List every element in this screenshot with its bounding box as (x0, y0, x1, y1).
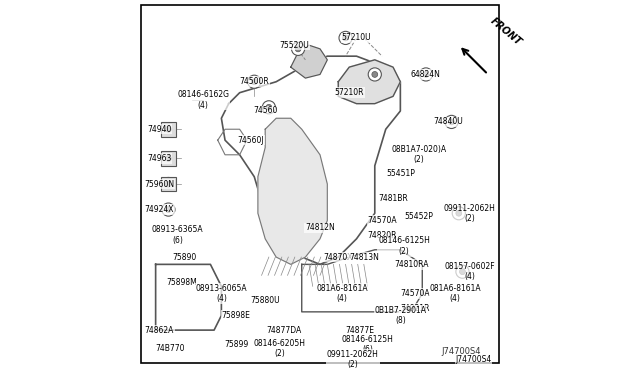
Text: 09911-2062H
(2): 09911-2062H (2) (444, 203, 496, 223)
Text: 74810RA: 74810RA (394, 260, 429, 269)
Text: 74560: 74560 (253, 106, 277, 115)
Text: 7481BR: 7481BR (378, 194, 408, 203)
Circle shape (372, 71, 378, 77)
Circle shape (423, 71, 429, 77)
Circle shape (266, 105, 272, 110)
Circle shape (166, 155, 172, 161)
Text: J74700S4: J74700S4 (441, 347, 481, 356)
Text: 09911-2062H
(2): 09911-2062H (2) (327, 350, 379, 369)
Circle shape (166, 181, 172, 187)
Circle shape (162, 152, 175, 165)
Text: 57210U: 57210U (342, 33, 371, 42)
Polygon shape (221, 56, 401, 264)
Circle shape (449, 119, 454, 125)
Circle shape (166, 126, 172, 132)
FancyBboxPatch shape (161, 151, 176, 166)
Text: 08157-0602F
(4): 08157-0602F (4) (444, 262, 495, 281)
Text: 74840U: 74840U (433, 118, 463, 126)
Text: 74820R: 74820R (367, 231, 397, 240)
Circle shape (162, 123, 175, 136)
FancyBboxPatch shape (161, 122, 176, 137)
Polygon shape (258, 118, 327, 264)
Text: 08146-6125H
(6): 08146-6125H (6) (342, 335, 394, 355)
Text: 74921R: 74921R (400, 304, 429, 313)
Text: 75898E: 75898E (221, 311, 250, 320)
Text: 08146-6162G
(4): 08146-6162G (4) (177, 90, 229, 110)
Circle shape (339, 31, 352, 45)
Text: 57210R: 57210R (335, 88, 364, 97)
Text: 08913-6065A
(4): 08913-6065A (4) (196, 284, 247, 303)
FancyBboxPatch shape (141, 5, 499, 363)
Text: 74870X: 74870X (323, 253, 353, 262)
Circle shape (342, 35, 349, 41)
Text: 74813N: 74813N (349, 253, 379, 262)
Text: 74570A: 74570A (367, 216, 397, 225)
Text: 74B770: 74B770 (156, 344, 185, 353)
Text: 74862A: 74862A (145, 326, 174, 335)
Text: 081A6-8161A
(4): 081A6-8161A (4) (316, 284, 368, 303)
Circle shape (452, 207, 465, 220)
Circle shape (456, 210, 461, 216)
Text: FRONT: FRONT (488, 16, 523, 47)
Polygon shape (301, 250, 422, 312)
Text: 75898M: 75898M (166, 278, 196, 287)
Text: 74812N: 74812N (305, 223, 335, 232)
Circle shape (166, 207, 172, 212)
FancyBboxPatch shape (161, 177, 176, 191)
Circle shape (162, 203, 175, 216)
Text: 0B1B7-2901A
(8): 0B1B7-2901A (8) (374, 306, 426, 325)
Text: 75899: 75899 (224, 340, 248, 349)
Polygon shape (339, 60, 401, 104)
Text: 74924X: 74924X (145, 205, 174, 214)
Circle shape (368, 68, 381, 81)
Text: 75880U: 75880U (250, 296, 280, 305)
Text: 55452P: 55452P (404, 212, 433, 221)
Text: 74570A: 74570A (400, 289, 430, 298)
Text: 55451P: 55451P (386, 169, 415, 177)
Circle shape (456, 265, 469, 278)
Text: 08B1A7-020)A
(2): 08B1A7-020)A (2) (391, 145, 446, 164)
Polygon shape (291, 45, 327, 78)
Text: 74877E: 74877E (346, 326, 374, 335)
Circle shape (460, 269, 465, 275)
Text: 08146-6205H
(2): 08146-6205H (2) (254, 339, 306, 358)
Circle shape (419, 68, 433, 81)
Text: 74500R: 74500R (239, 77, 269, 86)
Text: 08146-6125H
(2): 08146-6125H (2) (378, 237, 430, 256)
Text: 081A6-8161A
(4): 081A6-8161A (4) (429, 284, 481, 303)
Circle shape (248, 75, 261, 88)
Text: 75960N: 75960N (144, 180, 174, 189)
Circle shape (262, 101, 275, 114)
Circle shape (295, 46, 301, 52)
Circle shape (162, 177, 175, 190)
Text: 75520U: 75520U (280, 41, 309, 50)
Circle shape (291, 42, 305, 55)
Circle shape (252, 79, 257, 85)
Text: 74560J: 74560J (237, 136, 264, 145)
Text: 75890: 75890 (173, 253, 197, 262)
Text: 74877DA: 74877DA (266, 326, 301, 335)
Text: 64824N: 64824N (411, 70, 441, 79)
Circle shape (445, 115, 458, 128)
Text: 74963: 74963 (147, 154, 172, 163)
Text: J74700S4: J74700S4 (455, 355, 492, 364)
Text: 74940: 74940 (147, 125, 172, 134)
Polygon shape (156, 264, 221, 330)
Text: 08913-6365A
(6): 08913-6365A (6) (152, 225, 204, 245)
